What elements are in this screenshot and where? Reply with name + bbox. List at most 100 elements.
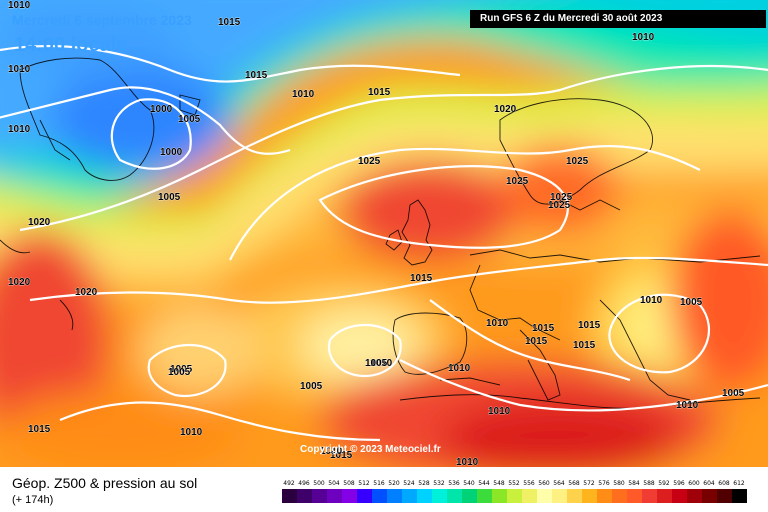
legend-swatch xyxy=(477,489,492,503)
isobar-label: 1015 xyxy=(525,336,548,347)
legend-swatch xyxy=(387,489,402,503)
isobar-label: 1005 xyxy=(170,364,193,375)
forecast-offset: (+ 174h) xyxy=(12,494,54,506)
legend-swatch xyxy=(612,489,627,503)
legend-value: 516 xyxy=(373,480,385,487)
legend-swatch xyxy=(417,489,432,503)
legend-swatch xyxy=(672,489,687,503)
isobar-label: 1015 xyxy=(410,273,433,284)
legend-value: 592 xyxy=(658,480,670,487)
geopotential-field xyxy=(0,0,768,467)
legend-swatch xyxy=(627,489,642,503)
legend-swatch xyxy=(597,489,612,503)
legend-value: 564 xyxy=(553,480,565,487)
legend-value: 500 xyxy=(313,480,325,487)
run-info: Run GFS 6 Z du Mercredi 30 août 2023 xyxy=(470,10,766,28)
isobar-label: 1005 xyxy=(680,297,703,308)
legend-swatch xyxy=(567,489,582,503)
legend-swatch xyxy=(312,489,327,503)
legend-swatch xyxy=(687,489,702,503)
forecast-time: 14:00 locale xyxy=(14,34,128,56)
legend-value: 540 xyxy=(463,480,475,487)
legend-swatch xyxy=(297,489,312,503)
legend-value: 572 xyxy=(583,480,595,487)
legend-value: 560 xyxy=(538,480,550,487)
isobar-label: 1005 xyxy=(178,114,201,125)
coastlines xyxy=(0,57,761,409)
legend-value: 504 xyxy=(328,480,340,487)
legend-swatch xyxy=(402,489,417,503)
isobar-label: 1020 xyxy=(8,277,31,288)
legend-swatch xyxy=(657,489,672,503)
legend-value: 600 xyxy=(688,480,700,487)
legend-value: 492 xyxy=(283,480,295,487)
isobar-label: 1010 xyxy=(632,32,655,43)
legend-swatch xyxy=(342,489,357,503)
legend-value: 568 xyxy=(568,480,580,487)
legend-swatch xyxy=(642,489,657,503)
isobar-label: 1025 xyxy=(548,200,571,211)
legend-value: 532 xyxy=(433,480,445,487)
isobar-label: 1020 xyxy=(28,217,51,228)
isobar-label: 1010 xyxy=(488,406,511,417)
legend-swatch xyxy=(702,489,717,503)
isobar-label: 1010 xyxy=(180,427,203,438)
isobar-label: 1020 xyxy=(75,287,98,298)
legend-swatch xyxy=(522,489,537,503)
color-legend: 492 496 500 504 508 512 516 520 524 528 532 536 540 5… xyxy=(282,480,752,510)
isobar-label: 1025 xyxy=(566,156,589,167)
isobar-label: 1005 xyxy=(168,367,191,378)
isobar-label: 1015 xyxy=(368,87,391,98)
legend-swatch xyxy=(462,489,477,503)
legend-swatch xyxy=(282,489,297,503)
isobar-label: 1010 xyxy=(292,89,315,100)
isobar-label: 1005 xyxy=(300,381,323,392)
isobar-label: 1015 xyxy=(330,450,353,461)
isobar-label: 1025 xyxy=(506,176,529,187)
isobar-label: 1010 xyxy=(456,457,479,467)
isobars xyxy=(0,44,768,442)
copyright-text: Copyright © 2023 Meteociel.fr xyxy=(300,444,441,455)
isobar-label: 1010 xyxy=(370,358,393,369)
isobar-label: 1015 xyxy=(218,17,241,28)
isobar-label: 1010 xyxy=(486,318,509,329)
pressure-map: 1010101510101010101510101005100010001005… xyxy=(0,0,768,467)
legend-value: 584 xyxy=(628,480,640,487)
legend-value: 496 xyxy=(298,480,310,487)
isobar-label: 1010 xyxy=(448,363,471,374)
isobar-labels: 1010101510101010101510101005100010001005… xyxy=(8,0,745,467)
isobar-label: 1010 xyxy=(640,295,663,306)
legend-value: 580 xyxy=(613,480,625,487)
legend-value: 512 xyxy=(358,480,370,487)
isobar-label: 1010 xyxy=(8,64,31,75)
isobar-label: 1015 xyxy=(28,424,51,435)
isobar-label: 1000 xyxy=(160,147,183,158)
legend-value: 524 xyxy=(403,480,415,487)
isobar-label: 1015 xyxy=(245,70,268,81)
legend-value: 528 xyxy=(418,480,430,487)
isobar-label: 1005 xyxy=(365,358,388,369)
isobar-label: 1005 xyxy=(158,192,181,203)
isobar-label: 1005 xyxy=(722,388,745,399)
legend-value: 552 xyxy=(508,480,520,487)
legend-swatch xyxy=(372,489,387,503)
isobar-label: 1000 xyxy=(150,104,173,115)
isobar-label: 1010 xyxy=(676,400,699,411)
isobar-label: 1010 xyxy=(320,446,343,457)
forecast-date: Mercredi 6 septembre 2023 xyxy=(12,12,192,28)
legend-value: 576 xyxy=(598,480,610,487)
legend-value: 508 xyxy=(343,480,355,487)
isobar-label: 1025 xyxy=(358,156,381,167)
map-title: Géop. Z500 & pression au sol xyxy=(12,475,198,491)
isobar-label: 1010 xyxy=(8,0,31,11)
legend-value: 536 xyxy=(448,480,460,487)
isobar-label: 1010 xyxy=(8,124,31,135)
legend-swatch xyxy=(447,489,462,503)
legend-swatch xyxy=(507,489,522,503)
legend-swatch xyxy=(327,489,342,503)
isobar-label: 1015 xyxy=(532,323,555,334)
legend-swatch xyxy=(552,489,567,503)
legend-value: 604 xyxy=(703,480,715,487)
legend-swatch xyxy=(357,489,372,503)
